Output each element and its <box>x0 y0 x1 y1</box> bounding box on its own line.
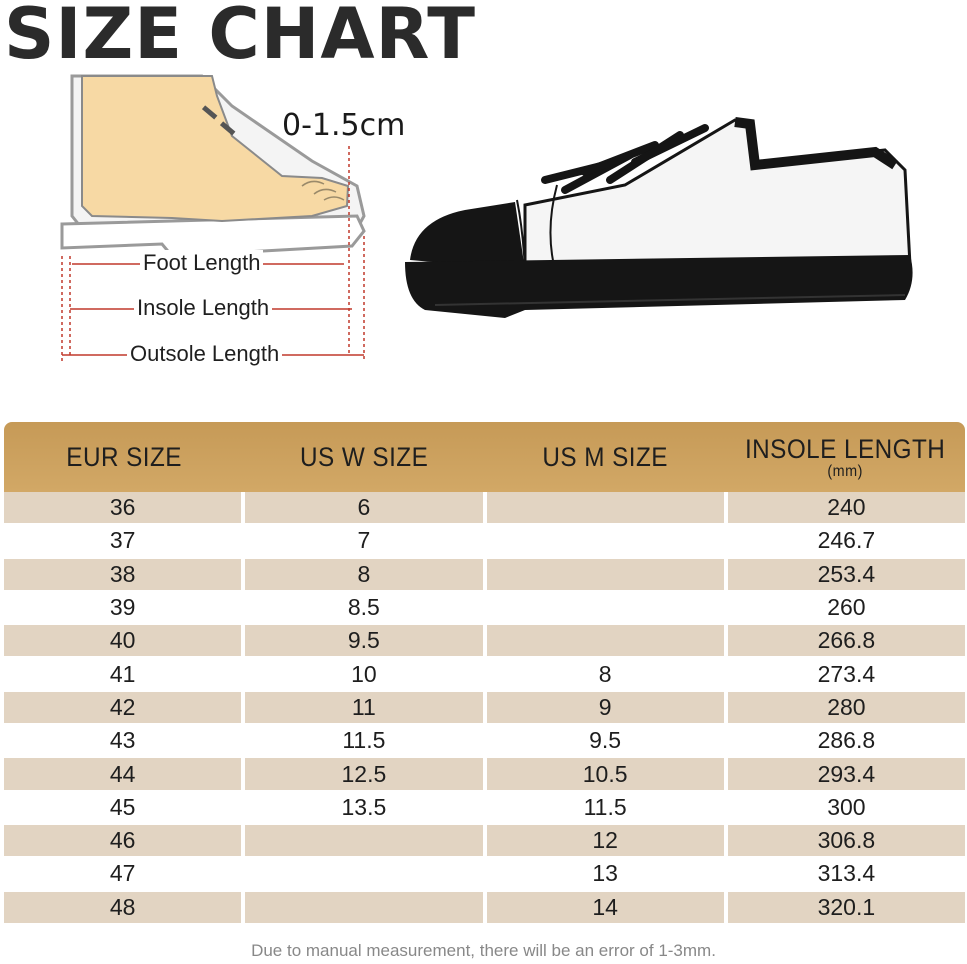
cell-us-m: 9.5 <box>486 725 724 759</box>
table-row: 36 6 240 <box>4 492 965 526</box>
insole-length-label: Insole Length <box>134 295 273 321</box>
insole-unit: (mm) <box>827 462 863 480</box>
table-row: 39 8.5 260 <box>4 592 965 626</box>
cell-insole: 266.8 <box>727 625 965 659</box>
cell-us-m <box>486 492 724 526</box>
cell-eur: 40 <box>4 625 242 659</box>
cell-us-w: 12.5 <box>245 758 483 792</box>
outsole-length-label: Outsole Length <box>127 341 283 367</box>
cell-eur: 45 <box>4 792 242 825</box>
cell-us-w <box>245 858 483 892</box>
cell-us-w: 6 <box>245 492 483 526</box>
cell-eur: 44 <box>4 758 242 792</box>
cell-insole: 280 <box>727 691 965 726</box>
cell-us-m: 14 <box>486 891 724 925</box>
cell-us-m <box>486 625 724 659</box>
cell-us-m: 10.5 <box>486 758 724 792</box>
cell-us-w: 9.5 <box>245 625 483 659</box>
cell-insole: 306.8 <box>727 824 965 859</box>
sneaker-sole <box>405 255 913 318</box>
table-row: 44 12.5 10.5 293.4 <box>4 758 965 792</box>
cell-eur: 38 <box>4 558 242 592</box>
cell-insole: 273.4 <box>727 658 965 692</box>
sneaker-toe-cap <box>410 202 525 270</box>
foot-shape <box>81 75 350 223</box>
table-row: 48 14 320.1 <box>4 891 965 925</box>
cell-eur: 37 <box>4 525 242 559</box>
table-row: 47 13 313.4 <box>4 858 965 892</box>
cell-insole: 313.4 <box>727 858 965 892</box>
cell-us-m <box>486 592 724 626</box>
cell-us-w: 7 <box>245 525 483 559</box>
table-row: 37 7 246.7 <box>4 525 965 559</box>
cell-insole: 293.4 <box>727 758 965 792</box>
cell-eur: 41 <box>4 658 242 692</box>
table-row: 43 11.5 9.5 286.8 <box>4 725 965 759</box>
cell-us-m: 8 <box>486 658 724 692</box>
cell-eur: 42 <box>4 691 242 726</box>
table-row: 38 8 253.4 <box>4 558 965 592</box>
cell-us-w: 11 <box>245 691 483 726</box>
cell-insole: 253.4 <box>727 558 965 592</box>
cell-insole: 260 <box>727 592 965 626</box>
cell-us-w: 11.5 <box>245 725 483 759</box>
table-row: 46 12 306.8 <box>4 824 965 859</box>
cell-us-w: 13.5 <box>245 792 483 825</box>
cell-insole: 286.8 <box>727 725 965 759</box>
cell-insole: 240 <box>727 492 965 526</box>
column-header-us-w: US W SIZE <box>300 441 429 472</box>
table-row: 45 13.5 11.5 300 <box>4 792 965 825</box>
foot-measurement-diagram: Foot Length Insole Length Outsole Length <box>52 66 382 386</box>
measurement-note: Due to manual measurement, there will be… <box>251 941 716 960</box>
cell-us-w: 8.5 <box>245 592 483 626</box>
table-row: 41 10 8 273.4 <box>4 658 965 692</box>
cell-us-m: 12 <box>486 824 724 859</box>
cell-us-w: 10 <box>245 658 483 692</box>
cell-eur: 36 <box>4 492 242 526</box>
cell-eur: 47 <box>4 858 242 892</box>
table-body: 36 6 240 37 7 246.7 38 8 253.4 39 8.5 260 40 9.5 266.8… <box>4 492 965 925</box>
cell-us-m: 9 <box>486 691 724 726</box>
cell-us-m <box>486 558 724 592</box>
table-row: 40 9.5 266.8 <box>4 625 965 659</box>
cell-eur: 48 <box>4 891 242 925</box>
table-header: EUR SIZE US W SIZE US M SIZE INSOLE LENG… <box>4 422 965 492</box>
cell-eur: 39 <box>4 592 242 626</box>
cell-us-w <box>245 824 483 859</box>
cell-us-m: 11.5 <box>486 792 724 825</box>
foot-length-label: Foot Length <box>140 250 264 276</box>
tolerance-label: 0-1.5cm <box>282 108 406 143</box>
cell-insole: 300 <box>727 792 965 825</box>
column-header-us-m: US M SIZE <box>541 441 668 472</box>
cell-eur: 43 <box>4 725 242 759</box>
cell-us-w <box>245 891 483 925</box>
cell-us-m: 13 <box>486 858 724 892</box>
sneaker-image <box>405 110 925 340</box>
sneaker-upper <box>523 118 912 272</box>
cell-insole: 320.1 <box>727 891 965 925</box>
cell-us-m <box>486 525 724 559</box>
column-header-insole: INSOLE LENGTH (mm) <box>744 433 946 480</box>
cell-us-w: 8 <box>245 558 483 592</box>
cell-insole: 246.7 <box>727 525 965 559</box>
page-title: SIZE CHART <box>4 0 477 75</box>
cell-eur: 46 <box>4 824 242 859</box>
table-row: 42 11 9 280 <box>4 691 965 726</box>
size-table: EUR SIZE US W SIZE US M SIZE INSOLE LENG… <box>4 422 965 925</box>
column-header-eur: EUR SIZE <box>66 441 182 472</box>
